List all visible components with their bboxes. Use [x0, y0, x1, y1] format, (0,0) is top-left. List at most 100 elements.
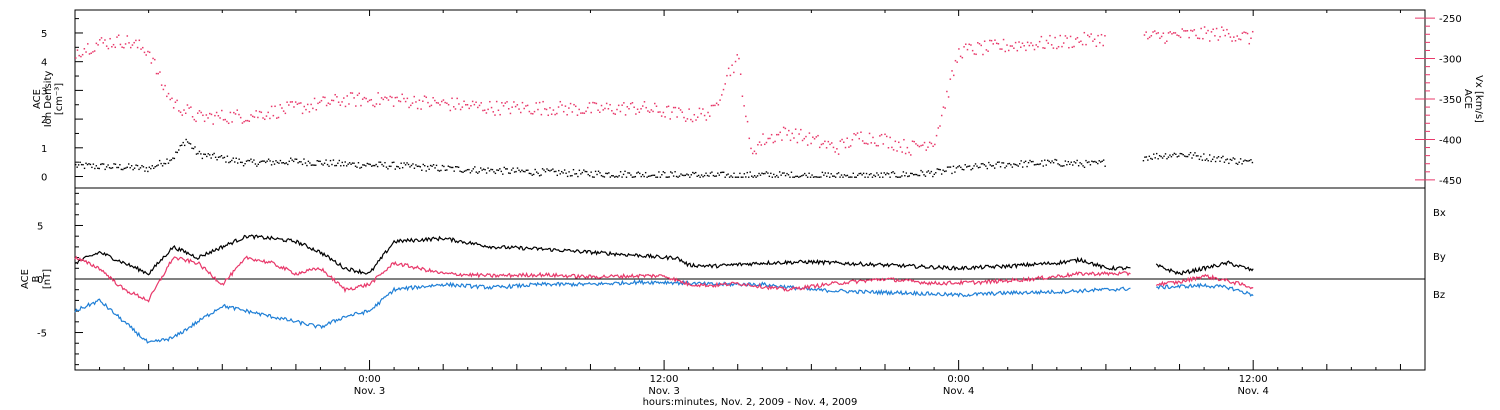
- density-point: [163, 162, 165, 165]
- density-point: [985, 165, 987, 167]
- vx-point: [238, 113, 240, 116]
- density-point: [1151, 158, 1153, 160]
- density-point: [1250, 159, 1252, 161]
- density-point: [499, 168, 501, 170]
- density-point: [362, 164, 364, 166]
- density-point: [743, 173, 746, 175]
- density-point: [315, 164, 317, 166]
- density-point: [304, 162, 307, 164]
- vx-point: [365, 97, 367, 100]
- density-point: [918, 174, 921, 177]
- vx-point: [678, 107, 680, 109]
- vx-point: [605, 102, 608, 105]
- b-axis-label: ACE: [20, 269, 31, 289]
- density-point: [399, 167, 401, 170]
- density-point: [415, 164, 417, 166]
- vx-point: [169, 98, 171, 101]
- density-point: [519, 171, 522, 173]
- vx-point: [556, 112, 558, 115]
- x-tick-time: 0:00: [358, 374, 380, 385]
- vx-point: [1150, 34, 1153, 37]
- vx-point: [485, 112, 488, 114]
- vx-point: [736, 54, 738, 56]
- density-point: [267, 158, 270, 160]
- density-point: [488, 170, 491, 172]
- vx-point: [1212, 28, 1214, 31]
- vx-point: [1155, 32, 1158, 35]
- vx-point: [360, 104, 362, 107]
- vx-point: [726, 74, 728, 77]
- density-point: [809, 176, 812, 178]
- vx-point: [489, 100, 491, 103]
- density-point: [606, 172, 609, 175]
- vx-point: [918, 145, 921, 148]
- density-point: [970, 168, 972, 171]
- vx-point: [659, 111, 661, 113]
- vx-point: [179, 111, 182, 113]
- vx-point: [478, 104, 481, 107]
- vx-point: [545, 108, 548, 111]
- vx-point: [210, 113, 213, 116]
- vx-point: [824, 140, 826, 143]
- density-point: [1142, 159, 1145, 162]
- density-point: [583, 169, 585, 171]
- density-point: [932, 175, 934, 178]
- vx-point: [782, 126, 785, 129]
- density-point: [574, 173, 576, 175]
- density-point: [347, 163, 349, 165]
- vx-point: [1028, 44, 1031, 47]
- vx-point: [384, 96, 386, 98]
- vx-point: [116, 36, 118, 38]
- vx-point: [846, 137, 848, 139]
- vx-point: [514, 105, 517, 108]
- density-point: [680, 173, 682, 175]
- vx-point: [121, 46, 123, 48]
- vx-point: [550, 113, 553, 115]
- vx-point: [662, 111, 665, 114]
- vx-point: [978, 43, 981, 45]
- density-point: [1029, 159, 1031, 162]
- density-point: [306, 164, 308, 167]
- vx-point: [167, 92, 170, 95]
- density-point: [588, 175, 591, 177]
- vx-point: [587, 106, 589, 109]
- vx-point: [231, 121, 233, 123]
- vx-point: [805, 135, 807, 138]
- x-tick-day: Nov. 3: [354, 386, 385, 397]
- density-point: [531, 174, 533, 176]
- vx-point: [717, 104, 720, 106]
- vx-point: [422, 100, 424, 102]
- vx-point: [195, 120, 197, 123]
- vx-point: [532, 113, 534, 115]
- density-point: [1192, 154, 1195, 156]
- density-point: [325, 159, 327, 161]
- vx-point: [617, 104, 620, 107]
- density-point: [191, 147, 193, 149]
- density-point: [784, 174, 787, 177]
- density-point: [599, 172, 601, 174]
- density-point: [843, 174, 846, 176]
- density-point: [793, 176, 796, 178]
- density-point: [337, 162, 339, 164]
- vx-point: [80, 55, 82, 58]
- density-point: [914, 173, 916, 176]
- density-point: [824, 172, 827, 174]
- vx-point: [1174, 32, 1177, 34]
- density-point: [484, 169, 486, 171]
- density-point: [92, 163, 95, 165]
- vx-point: [318, 101, 321, 104]
- vx-point: [569, 102, 572, 105]
- vx-point: [1085, 43, 1087, 46]
- vx-point: [301, 112, 304, 115]
- vx-point: [117, 34, 120, 37]
- density-point: [892, 171, 894, 173]
- vx-point: [1196, 37, 1199, 39]
- density-point: [896, 176, 899, 178]
- vx-point: [727, 67, 730, 70]
- density-point: [628, 172, 631, 174]
- density-point: [833, 175, 835, 177]
- density-point: [787, 174, 790, 176]
- density-point: [482, 168, 485, 170]
- vx-point: [1152, 31, 1154, 33]
- vx-point: [1221, 26, 1223, 28]
